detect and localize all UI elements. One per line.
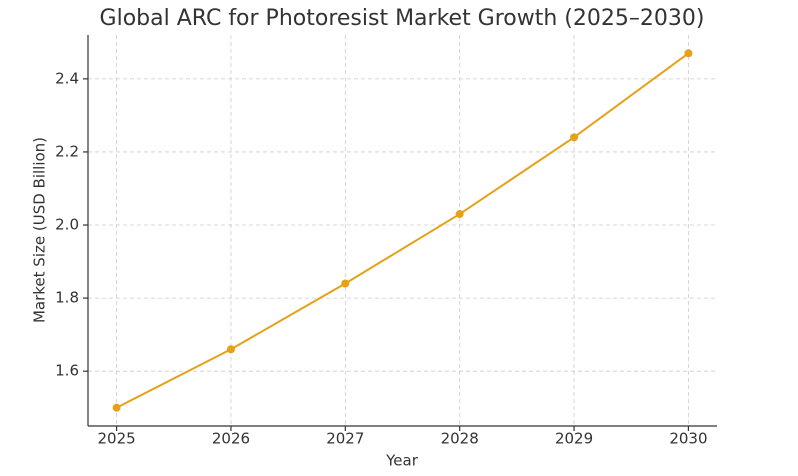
x-tick-label: 2027 bbox=[326, 430, 364, 448]
marker bbox=[341, 279, 350, 288]
y-tick-label: 2.4 bbox=[55, 69, 79, 87]
line bbox=[116, 52, 690, 409]
x-axis-label: Year bbox=[385, 452, 419, 470]
marker bbox=[226, 345, 235, 354]
y-tick-label: 2.2 bbox=[55, 142, 79, 160]
marker bbox=[570, 133, 579, 142]
x-tick-label: 2028 bbox=[441, 430, 479, 448]
chart-title: Global ARC for Photoresist Market Growth… bbox=[100, 6, 705, 31]
y-tick-label: 2.0 bbox=[55, 216, 79, 234]
marker bbox=[455, 210, 464, 219]
x-tick-label: 2025 bbox=[97, 430, 135, 448]
x-tick-label: 2029 bbox=[555, 430, 593, 448]
y-tick-label: 1.6 bbox=[55, 362, 79, 380]
marker bbox=[684, 49, 693, 58]
x-tick-label: 2026 bbox=[212, 430, 250, 448]
y-tick-label: 1.8 bbox=[55, 289, 79, 307]
y-axis-label: Market Size (USD Billion) bbox=[31, 137, 49, 323]
x-tick-label: 2030 bbox=[669, 430, 707, 448]
marker bbox=[112, 403, 121, 412]
